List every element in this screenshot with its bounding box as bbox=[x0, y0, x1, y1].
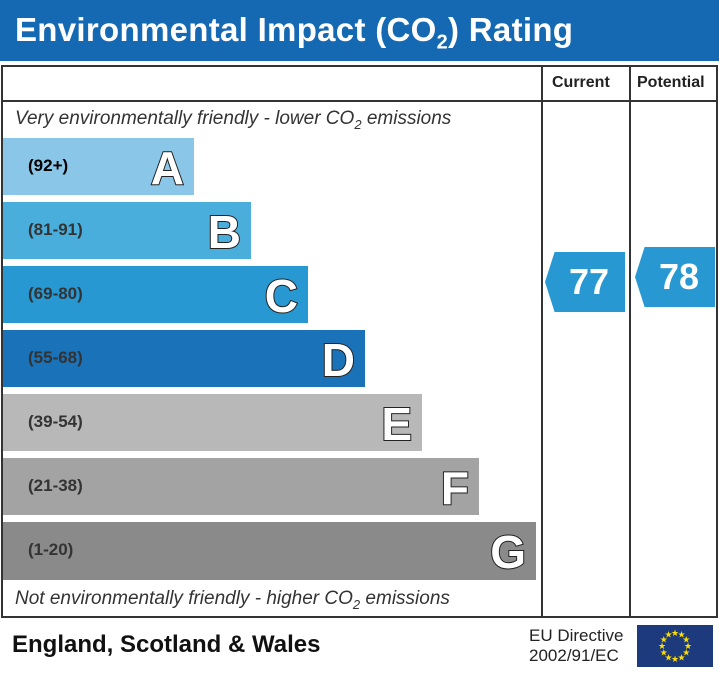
band-letter: B bbox=[207, 205, 242, 259]
star-icon: ★ bbox=[660, 635, 668, 645]
divider bbox=[629, 65, 631, 618]
star-icon: ★ bbox=[671, 628, 679, 638]
band-range: (39-54) bbox=[28, 412, 83, 431]
star-icon: ★ bbox=[671, 654, 679, 664]
band-d: (55-68) D bbox=[3, 330, 365, 387]
potential-rating-arrow: 78 bbox=[635, 247, 715, 307]
band-range: (69-80) bbox=[28, 284, 83, 303]
band-range: (1-20) bbox=[28, 540, 74, 559]
star-icon: ★ bbox=[682, 648, 690, 658]
note-end: emissions bbox=[360, 588, 450, 609]
top-note: Very environmentally friendly - lower CO… bbox=[15, 108, 451, 132]
band-b: (81-91) B bbox=[3, 202, 251, 259]
band-f: (21-38) F bbox=[3, 458, 479, 515]
note-sub: 2 bbox=[352, 596, 361, 612]
star-icon: ★ bbox=[658, 641, 666, 651]
divider bbox=[541, 65, 543, 618]
band-e: (39-54) E bbox=[3, 394, 422, 451]
band-range: (21-38) bbox=[28, 476, 83, 495]
star-icon: ★ bbox=[664, 652, 672, 662]
region-label: England, Scotland & Wales bbox=[12, 631, 321, 658]
band-range: (92+) bbox=[28, 156, 69, 175]
title-subscript: 2 bbox=[436, 31, 449, 54]
star-icon: ★ bbox=[677, 652, 685, 662]
band-a: (92+) A bbox=[3, 138, 194, 195]
eu-directive: EU Directive 2002/91/EC bbox=[529, 626, 623, 666]
current-column-header: Current bbox=[552, 74, 610, 91]
eu-flag-icon: ★ ★ ★ ★ ★ ★ ★ ★ ★ ★ ★ ★ bbox=[637, 625, 713, 667]
band-letter: G bbox=[489, 525, 527, 579]
title-text: Environmental Impact (CO bbox=[15, 11, 437, 48]
current-rating-arrow: 77 bbox=[545, 252, 625, 312]
title-end: ) Rating bbox=[448, 11, 574, 48]
band-letter: D bbox=[321, 333, 356, 387]
star-icon: ★ bbox=[660, 648, 668, 658]
band-letter: E bbox=[380, 397, 413, 451]
page-title: Environmental Impact (CO2) Rating bbox=[0, 0, 719, 61]
bottom-note: Not environmentally friendly - higher CO… bbox=[15, 588, 450, 612]
divider bbox=[1, 100, 718, 102]
note-text: Very environmentally friendly - lower CO bbox=[15, 108, 355, 129]
note-sub: 2 bbox=[354, 116, 362, 132]
band-range: (55-68) bbox=[28, 348, 83, 367]
potential-column-header: Potential bbox=[637, 74, 705, 91]
star-icon: ★ bbox=[677, 630, 685, 640]
star-icon: ★ bbox=[664, 630, 672, 640]
note-end: emissions bbox=[361, 108, 452, 129]
band-letter: F bbox=[440, 461, 470, 515]
chart-frame bbox=[1, 65, 718, 618]
band-g: (1-20) G bbox=[3, 522, 536, 580]
band-letter: C bbox=[264, 269, 299, 323]
band-letter: A bbox=[150, 141, 185, 195]
directive-line1: EU Directive bbox=[529, 626, 624, 645]
band-range: (81-91) bbox=[28, 220, 83, 239]
note-text: Not environmentally friendly - higher CO bbox=[15, 588, 353, 609]
directive-line2: 2002/91/EC bbox=[529, 646, 619, 665]
star-icon: ★ bbox=[682, 635, 690, 645]
band-c: (69-80) C bbox=[3, 266, 308, 323]
star-icon: ★ bbox=[684, 641, 692, 651]
